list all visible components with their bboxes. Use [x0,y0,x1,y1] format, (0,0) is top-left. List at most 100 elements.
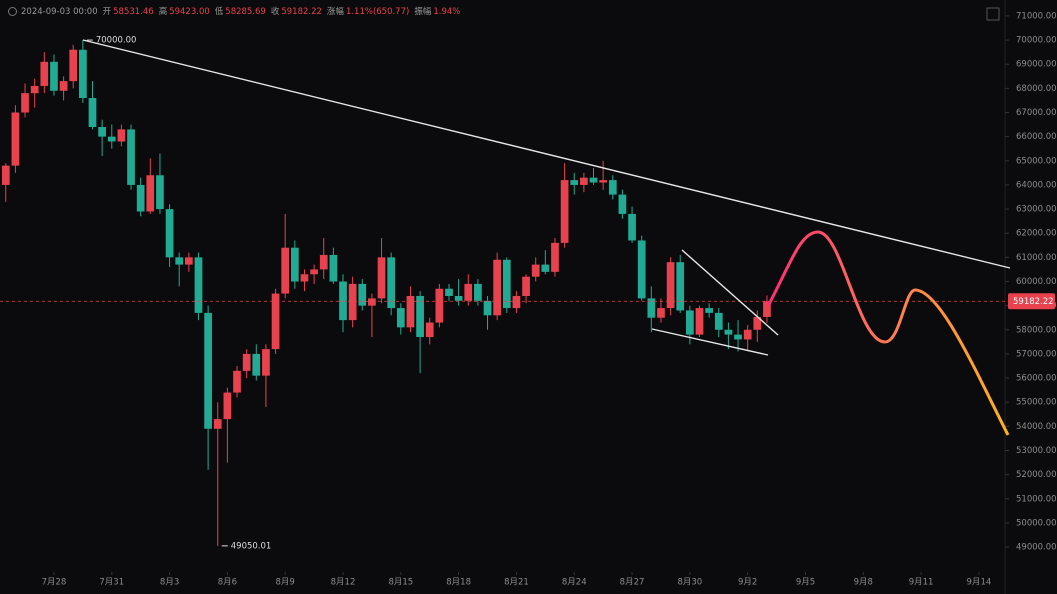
candle-body [184,257,193,265]
candle-body [358,283,367,306]
candle-body [156,175,164,210]
candle-body [531,264,540,277]
x-tick-label: 8月3 [160,578,179,588]
candle-body [319,254,328,270]
y-tick-label: 51000.00 [1016,494,1057,504]
candle-body [204,312,212,429]
header-value: 58531.46 [113,7,154,17]
candle-body [628,213,636,241]
projection-curve [766,230,1010,436]
x-tick-label: 8月18 [446,578,471,588]
candle-body [194,257,203,313]
candle-body [647,298,656,318]
header-label: 开 [102,7,112,17]
candle-body [387,257,396,309]
candle-body [11,112,20,166]
min-label: 49050.01 [231,541,272,551]
y-tick-label: 53000.00 [1016,446,1057,456]
x-tick-label: 9月11 [909,578,934,588]
candle-body [686,310,694,335]
candle-body [666,262,675,309]
candle-body [425,322,434,338]
x-tick-label: 9月8 [854,578,873,588]
x-tick-label: 8月15 [388,578,413,588]
icon [8,7,17,16]
y-tick-label: 56000.00 [1016,374,1057,384]
candle-body [502,259,511,309]
header-label: 涨幅 [326,7,344,17]
candle-body [233,370,241,393]
candle-body [637,240,646,299]
x-tick-label: 7月31 [99,578,124,588]
candle-body [377,257,386,299]
y-tick-label: 69000.00 [1016,60,1057,70]
x-tick-label: 8月30 [677,578,702,588]
x-tick-label: 8月27 [620,578,645,588]
candle-body [599,180,608,183]
candle-body [763,301,771,317]
y-tick-label: 67000.00 [1016,108,1057,118]
candle-body [541,264,550,272]
candle-body [618,194,627,214]
candle-body [165,209,174,258]
y-tick-label: 55000.00 [1016,398,1057,408]
candle-body [40,61,49,86]
wedge-lower [651,328,769,356]
x-tick-label: 9月14 [967,578,992,588]
y-tick-label: 60000.00 [1016,277,1057,287]
candle-body [551,242,559,272]
candle-body [281,247,290,294]
candle-body [676,262,685,311]
x-tick-label: 8月12 [331,578,356,588]
candle-body [705,308,713,313]
candle-body [493,259,502,316]
y-tick-label: 54000.00 [1016,422,1057,432]
candle-body [79,49,87,99]
y-tick-label: 64000.00 [1016,180,1057,190]
candle-body [223,392,232,420]
candle-body [406,295,415,328]
candle-body [329,254,338,282]
x-tick-label: 8月21 [504,578,529,588]
candle-body [348,283,357,321]
x-tick-label: 8月24 [562,578,587,588]
ohlc-header: 2024-09-03 00:00 开 58531.46 高 59423.00 低 58285… [8,5,465,17]
candle-body [300,274,309,282]
candle-body [136,184,145,212]
candle-body [454,295,463,301]
y-tick-label: 65000.00 [1016,156,1057,166]
wedge-upper [681,249,779,336]
candle-body [560,180,569,243]
header-label: 低 [214,7,224,17]
header-value: 59423.00 [169,7,210,17]
candle-body [242,353,251,371]
header-label: 高 [158,7,168,17]
candle-body [146,175,155,212]
y-tick-label: 57000.00 [1016,349,1057,359]
y-tick-label: 63000.00 [1016,205,1057,215]
y-tick-label: 70000.00 [1016,36,1057,46]
y-tick-label: 58000.00 [1016,325,1057,335]
x-tick-label: 9月5 [796,578,815,588]
y-tick-label: 62000.00 [1016,229,1057,239]
candle-body [445,288,453,296]
y-tick-label: 66000.00 [1016,132,1057,142]
expand-icon[interactable] [986,7,1000,21]
candle-body [522,276,530,296]
candle-body [339,281,347,321]
candle-body [59,81,68,91]
candle-body [464,283,473,301]
last-price-label: 59182.22 [1013,297,1054,307]
candle-body [310,269,318,275]
candle-body [483,300,492,316]
candle-body [30,85,39,94]
y-tick-label: 50000.00 [1016,518,1057,528]
header-label: 收 [270,7,280,17]
candle-body [734,334,742,340]
candle-body [416,295,424,338]
y-tick-label: 49000.00 [1016,543,1057,553]
header-value: 59182.22 [281,7,322,17]
header-value: 58285.69 [225,7,266,17]
x-tick-label: 7月28 [42,578,67,588]
